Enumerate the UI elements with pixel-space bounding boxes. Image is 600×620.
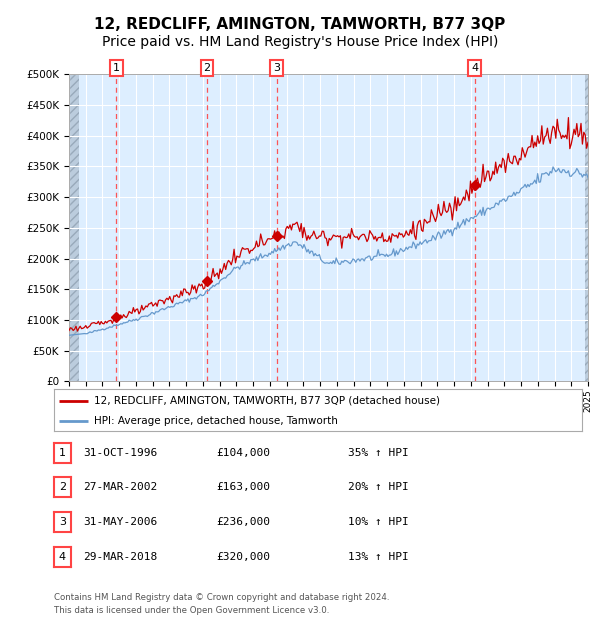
Text: 4: 4 [471,63,478,73]
Text: 31-OCT-1996: 31-OCT-1996 [83,448,157,458]
Text: 31-MAY-2006: 31-MAY-2006 [83,517,157,527]
Text: 20% ↑ HPI: 20% ↑ HPI [348,482,409,492]
Text: 3: 3 [273,63,280,73]
Text: 1: 1 [59,448,66,458]
Text: 1: 1 [113,63,120,73]
Text: Price paid vs. HM Land Registry's House Price Index (HPI): Price paid vs. HM Land Registry's House … [102,35,498,48]
Text: Contains HM Land Registry data © Crown copyright and database right 2024.
This d: Contains HM Land Registry data © Crown c… [54,593,389,615]
Text: £104,000: £104,000 [216,448,270,458]
Text: 10% ↑ HPI: 10% ↑ HPI [348,517,409,527]
Bar [69,74,79,381]
Text: 12, REDCLIFF, AMINGTON, TAMWORTH, B77 3QP: 12, REDCLIFF, AMINGTON, TAMWORTH, B77 3Q… [94,17,506,32]
Text: £236,000: £236,000 [216,517,270,527]
Text: 35% ↑ HPI: 35% ↑ HPI [348,448,409,458]
Text: £320,000: £320,000 [216,552,270,562]
Text: 2: 2 [203,63,211,73]
Bar [584,74,588,381]
Text: 3: 3 [59,517,66,527]
Text: £163,000: £163,000 [216,482,270,492]
Text: 13% ↑ HPI: 13% ↑ HPI [348,552,409,562]
Text: HPI: Average price, detached house, Tamworth: HPI: Average price, detached house, Tamw… [94,416,337,426]
Text: 4: 4 [59,552,66,562]
Text: 27-MAR-2002: 27-MAR-2002 [83,482,157,492]
Text: 2: 2 [59,482,66,492]
Text: 12, REDCLIFF, AMINGTON, TAMWORTH, B77 3QP (detached house): 12, REDCLIFF, AMINGTON, TAMWORTH, B77 3Q… [94,396,440,405]
Text: 29-MAR-2018: 29-MAR-2018 [83,552,157,562]
